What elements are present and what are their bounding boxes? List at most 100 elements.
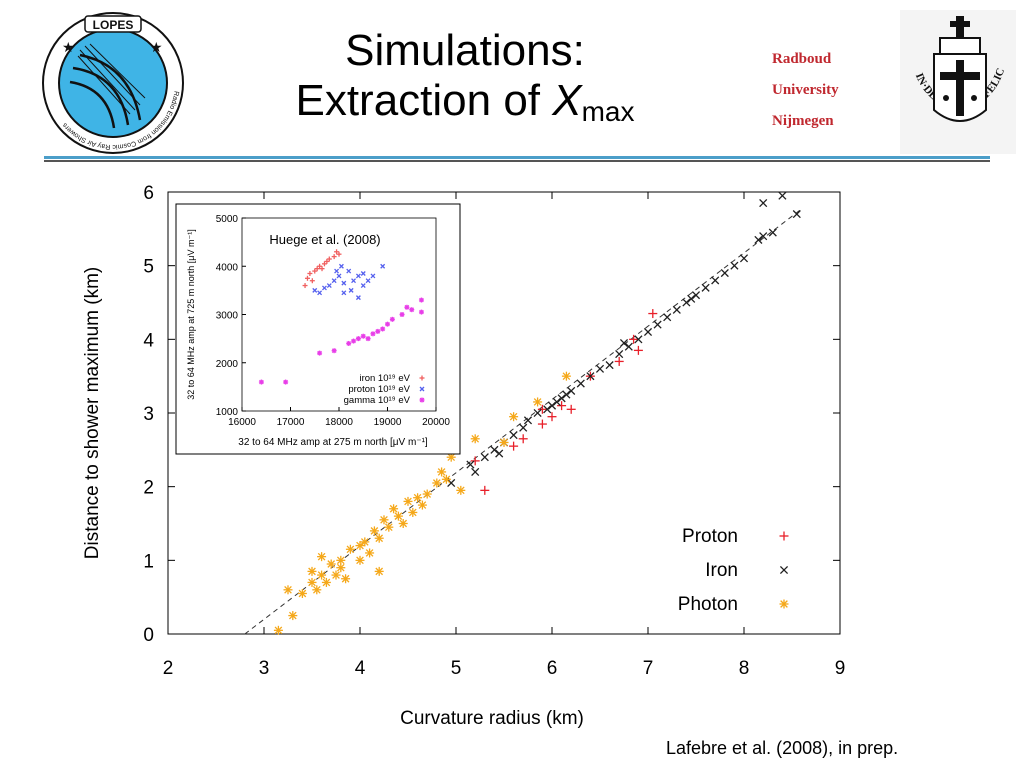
data-point-photon — [307, 577, 317, 587]
x-tick-label: 2 — [163, 658, 174, 679]
data-point-iron — [672, 305, 681, 314]
data-point-iron — [730, 261, 739, 270]
data-point-proton — [470, 456, 480, 466]
data-point-proton — [566, 404, 576, 414]
inset-point-gamma — [404, 304, 410, 310]
data-point-iron — [624, 342, 633, 351]
x-tick-label: 3 — [259, 658, 270, 679]
data-point-photon — [470, 434, 480, 444]
main-plot: 2 3 4 5 6 7 8 9 0 1 2 3 4 5 6 Curvature radius (km) Dist… — [82, 183, 845, 729]
data-point-photon — [355, 541, 365, 551]
inset-point-gamma — [317, 350, 323, 356]
series-proton — [470, 309, 658, 495]
data-point-photon — [374, 533, 384, 543]
inset-point-gamma — [385, 321, 390, 327]
data-point-proton — [518, 434, 528, 444]
lopes-name: LOPES — [93, 18, 134, 32]
inset-point-gamma — [331, 348, 337, 354]
data-point-photon — [341, 574, 351, 584]
series-photon — [273, 371, 571, 635]
inset-point-gamma — [409, 307, 415, 313]
inset-point-proton — [370, 273, 376, 279]
x-tick-label: 6 — [547, 658, 558, 679]
data-point-iron — [653, 320, 662, 329]
data-point-iron — [543, 405, 552, 414]
data-point-photon — [312, 585, 322, 595]
inset-x-tick-label: 18000 — [325, 417, 353, 428]
data-point-photon — [417, 500, 427, 510]
data-point-iron — [792, 210, 801, 219]
inset-y-tick-label: 2000 — [216, 359, 239, 370]
data-point-photon — [345, 544, 355, 554]
inset-point-iron — [324, 258, 330, 264]
inset-series-iron — [302, 249, 342, 289]
inset-x-tick-label: 20000 — [422, 417, 450, 428]
data-point-photon — [326, 559, 336, 569]
data-point-iron — [701, 283, 710, 292]
data-point-iron — [509, 431, 518, 440]
inset-point-gamma — [375, 328, 381, 334]
inset-point-proton — [321, 285, 327, 291]
data-point-photon — [360, 537, 370, 547]
inset-point-iron — [331, 254, 337, 260]
inset-point-proton — [341, 290, 347, 296]
inset-series-proton — [312, 263, 386, 301]
inset-point-gamma — [258, 379, 264, 385]
y-tick-label: 5 — [143, 257, 154, 278]
inset-point-proton — [312, 287, 318, 293]
legend-marker-photon — [779, 599, 789, 609]
data-point-iron — [552, 397, 561, 407]
data-point-photon — [422, 489, 432, 499]
data-point-iron — [557, 394, 566, 403]
inset-point-iron — [312, 268, 318, 274]
data-point-iron — [533, 408, 542, 418]
data-point-photon — [408, 507, 418, 517]
data-point-iron — [576, 379, 585, 388]
data-point-photon — [561, 371, 571, 381]
data-point-photon — [355, 555, 365, 565]
inset-point-gamma — [283, 379, 289, 385]
y-tick-label: 3 — [143, 404, 154, 425]
inset-point-iron — [321, 261, 327, 267]
inset-y-tick-label: 4000 — [216, 262, 239, 273]
title-line-1: Simulations: — [345, 26, 585, 75]
data-point-proton — [537, 404, 547, 414]
inset-frame — [175, 203, 461, 455]
data-point-photon — [446, 452, 456, 462]
data-point-photon — [321, 577, 331, 587]
data-point-photon — [499, 437, 509, 447]
data-point-iron — [605, 361, 614, 370]
x-tick-label: 9 — [835, 658, 846, 679]
inset-point-proton — [380, 263, 386, 269]
data-point-photon — [331, 570, 341, 580]
data-point-iron — [759, 232, 768, 241]
data-point-proton — [547, 412, 557, 422]
header-rule-shadow — [44, 160, 990, 162]
inset-legend-label-iron: iron 10¹⁹ eV — [359, 373, 410, 384]
data-point-photon — [509, 412, 519, 422]
data-point-proton — [614, 356, 624, 366]
inset-legend-marker-gamma — [419, 397, 425, 403]
data-point-iron — [634, 335, 643, 344]
inset-series-gamma — [258, 297, 424, 385]
data-point-photon — [398, 519, 408, 528]
data-point-iron — [754, 235, 763, 244]
scatter-chart: 2 3 4 5 6 7 8 9 0 1 2 3 4 5 6 Curvature radius (km) Dist… — [82, 183, 845, 729]
inset-point-proton — [355, 295, 361, 301]
data-point-proton — [629, 334, 639, 344]
inset-point-gamma — [399, 312, 405, 317]
data-point-iron — [495, 449, 504, 458]
data-point-photon — [273, 625, 283, 635]
data-point-photon — [413, 493, 423, 503]
inset-point-iron — [334, 249, 340, 255]
data-point-photon — [384, 522, 394, 532]
data-point-iron — [471, 467, 480, 476]
inset-plot: 16000 17000 18000 19000 20000 1000 2000 3000 400… — [175, 203, 461, 455]
data-point-iron — [778, 191, 787, 200]
inset-point-gamma — [380, 326, 386, 332]
svg-text:★: ★ — [62, 40, 75, 56]
inset-point-proton — [351, 278, 357, 284]
data-point-photon — [365, 548, 375, 558]
data-point-iron — [490, 445, 499, 454]
data-point-photon — [307, 566, 317, 576]
